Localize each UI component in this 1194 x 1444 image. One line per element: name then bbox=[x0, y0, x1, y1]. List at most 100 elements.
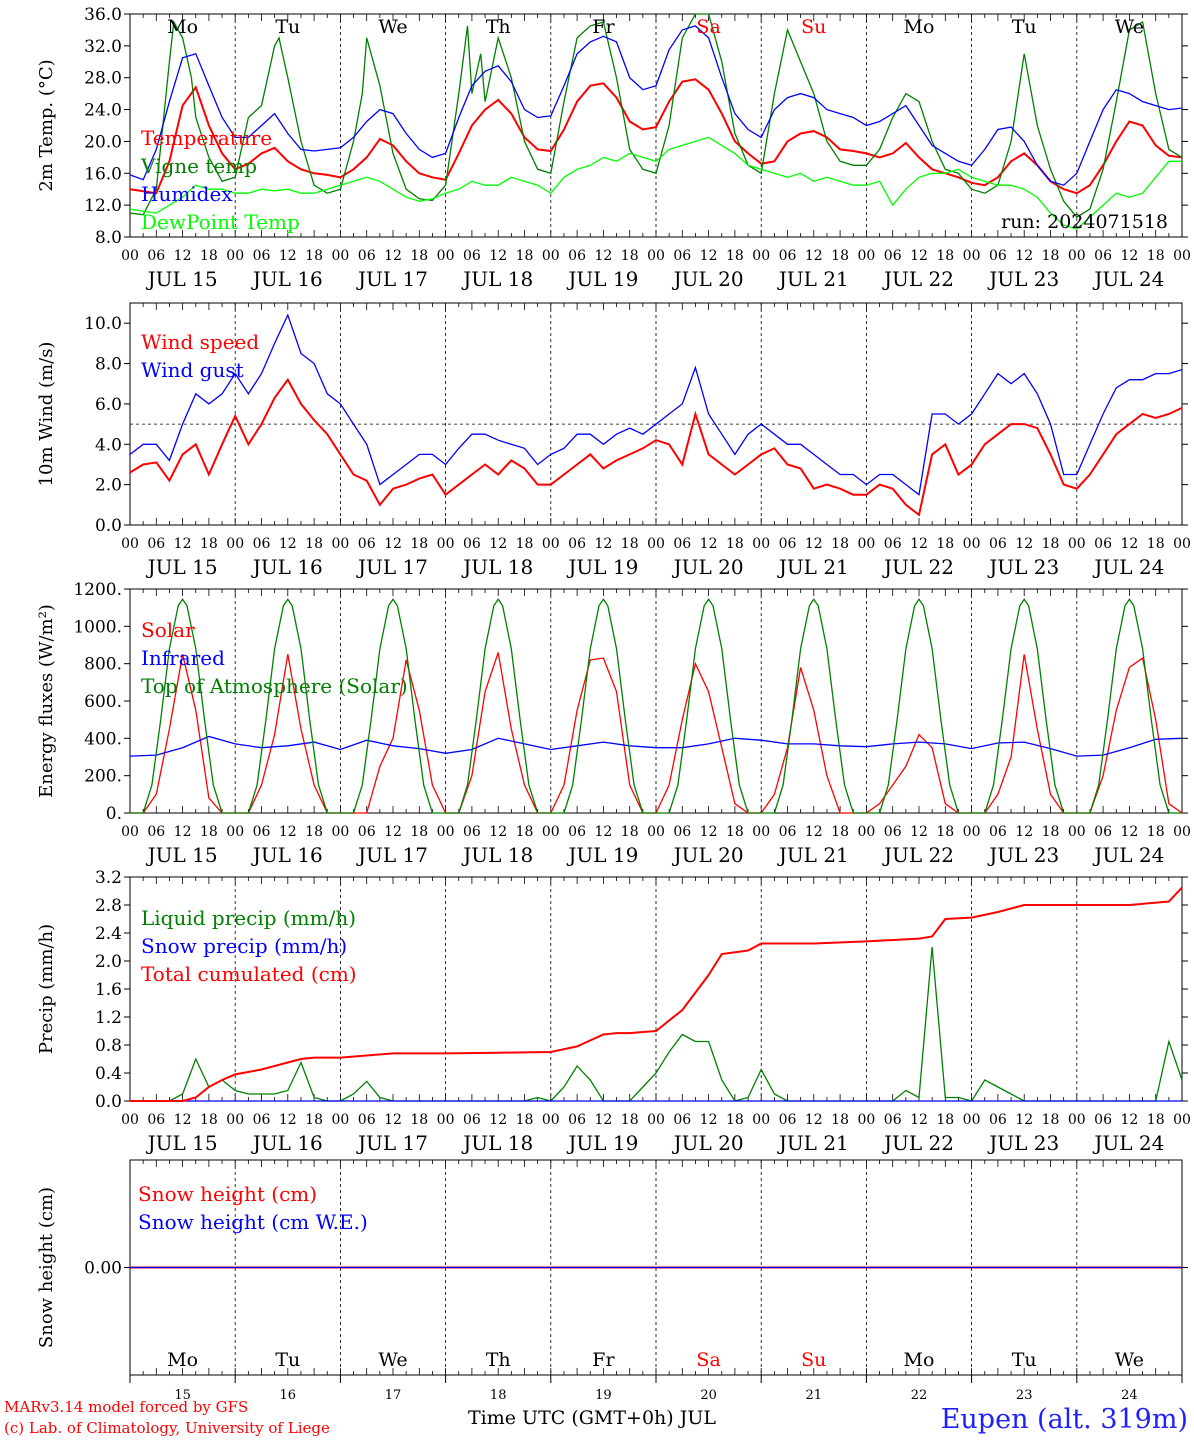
hour-tick-label: 18 bbox=[831, 248, 849, 264]
hour-tick-label: 00 bbox=[1173, 824, 1191, 840]
hour-tick-label: 06 bbox=[463, 248, 481, 264]
y-tick-label: 0.0 bbox=[95, 1092, 122, 1112]
y-tick-label: 28.0 bbox=[84, 69, 122, 89]
legend-entry: Vigne temp bbox=[140, 154, 257, 178]
hour-tick-label: 06 bbox=[147, 248, 165, 264]
legend-entry: Humidex bbox=[141, 182, 233, 206]
day-label: JUL 19 bbox=[566, 267, 638, 291]
y-tick-label: 1200. bbox=[73, 580, 122, 600]
hour-tick-label: 12 bbox=[1120, 824, 1138, 840]
hour-tick-label: 18 bbox=[1147, 1112, 1165, 1128]
x-axis-label: Time UTC (GMT+0h) JUL bbox=[468, 1407, 716, 1429]
hour-tick-label: 06 bbox=[884, 536, 902, 552]
day-number: 22 bbox=[911, 1388, 928, 1403]
y-tick-label: 3.2 bbox=[95, 868, 122, 888]
hour-tick-label: 06 bbox=[358, 536, 376, 552]
weekday-label: Fr bbox=[592, 16, 615, 38]
hour-tick-label: 00 bbox=[1068, 1112, 1086, 1128]
plot-frame bbox=[129, 588, 1183, 814]
y-tick-label: 400. bbox=[84, 729, 122, 749]
hour-tick-label: 00 bbox=[542, 536, 560, 552]
y-axis-label: Energy fluxes (W/m²) bbox=[36, 604, 57, 798]
hour-tick-label: 06 bbox=[1094, 824, 1112, 840]
series-line-wind-gust bbox=[129, 313, 1183, 496]
weekday-label: Su bbox=[801, 1349, 826, 1371]
hour-tick-label: 12 bbox=[174, 824, 192, 840]
day-label: JUL 16 bbox=[251, 555, 323, 579]
hour-tick-label: 00 bbox=[752, 248, 770, 264]
hour-tick-label: 12 bbox=[384, 1112, 402, 1128]
day-number: 16 bbox=[280, 1388, 297, 1403]
series-line-vigne-temp bbox=[129, 13, 1183, 218]
day-number: 20 bbox=[700, 1388, 717, 1403]
y-axis-label: 2m Temp. (°C) bbox=[36, 59, 57, 191]
hour-tick-label: 12 bbox=[489, 536, 507, 552]
day-label: JUL 23 bbox=[987, 555, 1059, 579]
hour-tick-label: 00 bbox=[857, 248, 875, 264]
hour-tick-label: 06 bbox=[779, 824, 797, 840]
hour-tick-label: 06 bbox=[884, 248, 902, 264]
hour-tick-label: 12 bbox=[805, 536, 823, 552]
hour-tick-label: 18 bbox=[1042, 824, 1060, 840]
hour-tick-label: 00 bbox=[331, 1112, 349, 1128]
day-label: JUL 15 bbox=[146, 843, 218, 867]
hour-tick-label: 12 bbox=[700, 824, 718, 840]
day-label: JUL 24 bbox=[1092, 555, 1164, 579]
y-tick-label: 12.0 bbox=[84, 196, 122, 216]
hour-tick-label: 06 bbox=[884, 1112, 902, 1128]
weekday-label: Mo bbox=[167, 16, 198, 38]
weekday-label: Th bbox=[486, 16, 511, 38]
hour-tick-label: 00 bbox=[226, 824, 244, 840]
hour-tick-label: 06 bbox=[673, 824, 691, 840]
day-label: JUL 20 bbox=[672, 267, 744, 291]
hour-tick-label: 06 bbox=[779, 248, 797, 264]
day-label: JUL 16 bbox=[251, 267, 323, 291]
day-label: JUL 15 bbox=[146, 1131, 218, 1155]
hour-tick-label: 18 bbox=[936, 1112, 954, 1128]
series-line-wind-speed bbox=[129, 377, 1183, 517]
day-number: 24 bbox=[1121, 1388, 1138, 1403]
hour-tick-label: 00 bbox=[1173, 1112, 1191, 1128]
day-label: JUL 19 bbox=[566, 555, 638, 579]
hour-tick-label: 18 bbox=[305, 824, 323, 840]
day-label: JUL 23 bbox=[987, 267, 1059, 291]
legend-entry: Solar bbox=[141, 618, 195, 642]
legend-entry: Wind gust bbox=[141, 358, 244, 382]
credit-line-1: MARv3.14 model forced by GFS bbox=[4, 1398, 248, 1416]
hour-tick-label: 18 bbox=[305, 1112, 323, 1128]
hour-tick-label: 12 bbox=[1015, 248, 1033, 264]
hour-tick-label: 00 bbox=[1173, 248, 1191, 264]
day-label: JUL 21 bbox=[777, 843, 849, 867]
hour-tick-label: 12 bbox=[174, 536, 192, 552]
y-tick-label: 8.0 bbox=[95, 228, 122, 248]
hour-tick-label: 12 bbox=[1015, 1112, 1033, 1128]
y-tick-label: 1.6 bbox=[95, 980, 122, 1000]
hour-tick-label: 06 bbox=[147, 536, 165, 552]
hour-tick-label: 18 bbox=[936, 248, 954, 264]
hour-tick-label: 12 bbox=[489, 824, 507, 840]
hour-tick-label: 12 bbox=[700, 1112, 718, 1128]
y-tick-label: 10.0 bbox=[84, 314, 122, 334]
weekday-label: We bbox=[378, 16, 407, 38]
hour-tick-label: 12 bbox=[805, 1112, 823, 1128]
hour-tick-label: 00 bbox=[437, 824, 455, 840]
hour-tick-label: 18 bbox=[200, 536, 218, 552]
hour-tick-label: 18 bbox=[726, 536, 744, 552]
hour-tick-label: 00 bbox=[963, 536, 981, 552]
day-label: JUL 24 bbox=[1092, 1131, 1164, 1155]
y-axis-label: 10m Wind (m/s) bbox=[36, 342, 57, 487]
weekday-label: Tu bbox=[275, 1349, 300, 1371]
hour-tick-label: 06 bbox=[253, 248, 271, 264]
day-label: JUL 22 bbox=[882, 1131, 954, 1155]
hour-tick-label: 18 bbox=[1042, 536, 1060, 552]
hour-tick-label: 12 bbox=[910, 1112, 928, 1128]
hour-tick-label: 18 bbox=[200, 1112, 218, 1128]
weekday-label: Fr bbox=[592, 1349, 615, 1371]
hour-tick-label: 00 bbox=[121, 1112, 139, 1128]
hour-tick-label: 06 bbox=[989, 824, 1007, 840]
hour-tick-label: 12 bbox=[1120, 536, 1138, 552]
hour-tick-label: 00 bbox=[647, 1112, 665, 1128]
hour-tick-label: 18 bbox=[410, 1112, 428, 1128]
y-tick-label: 6.0 bbox=[95, 395, 122, 415]
